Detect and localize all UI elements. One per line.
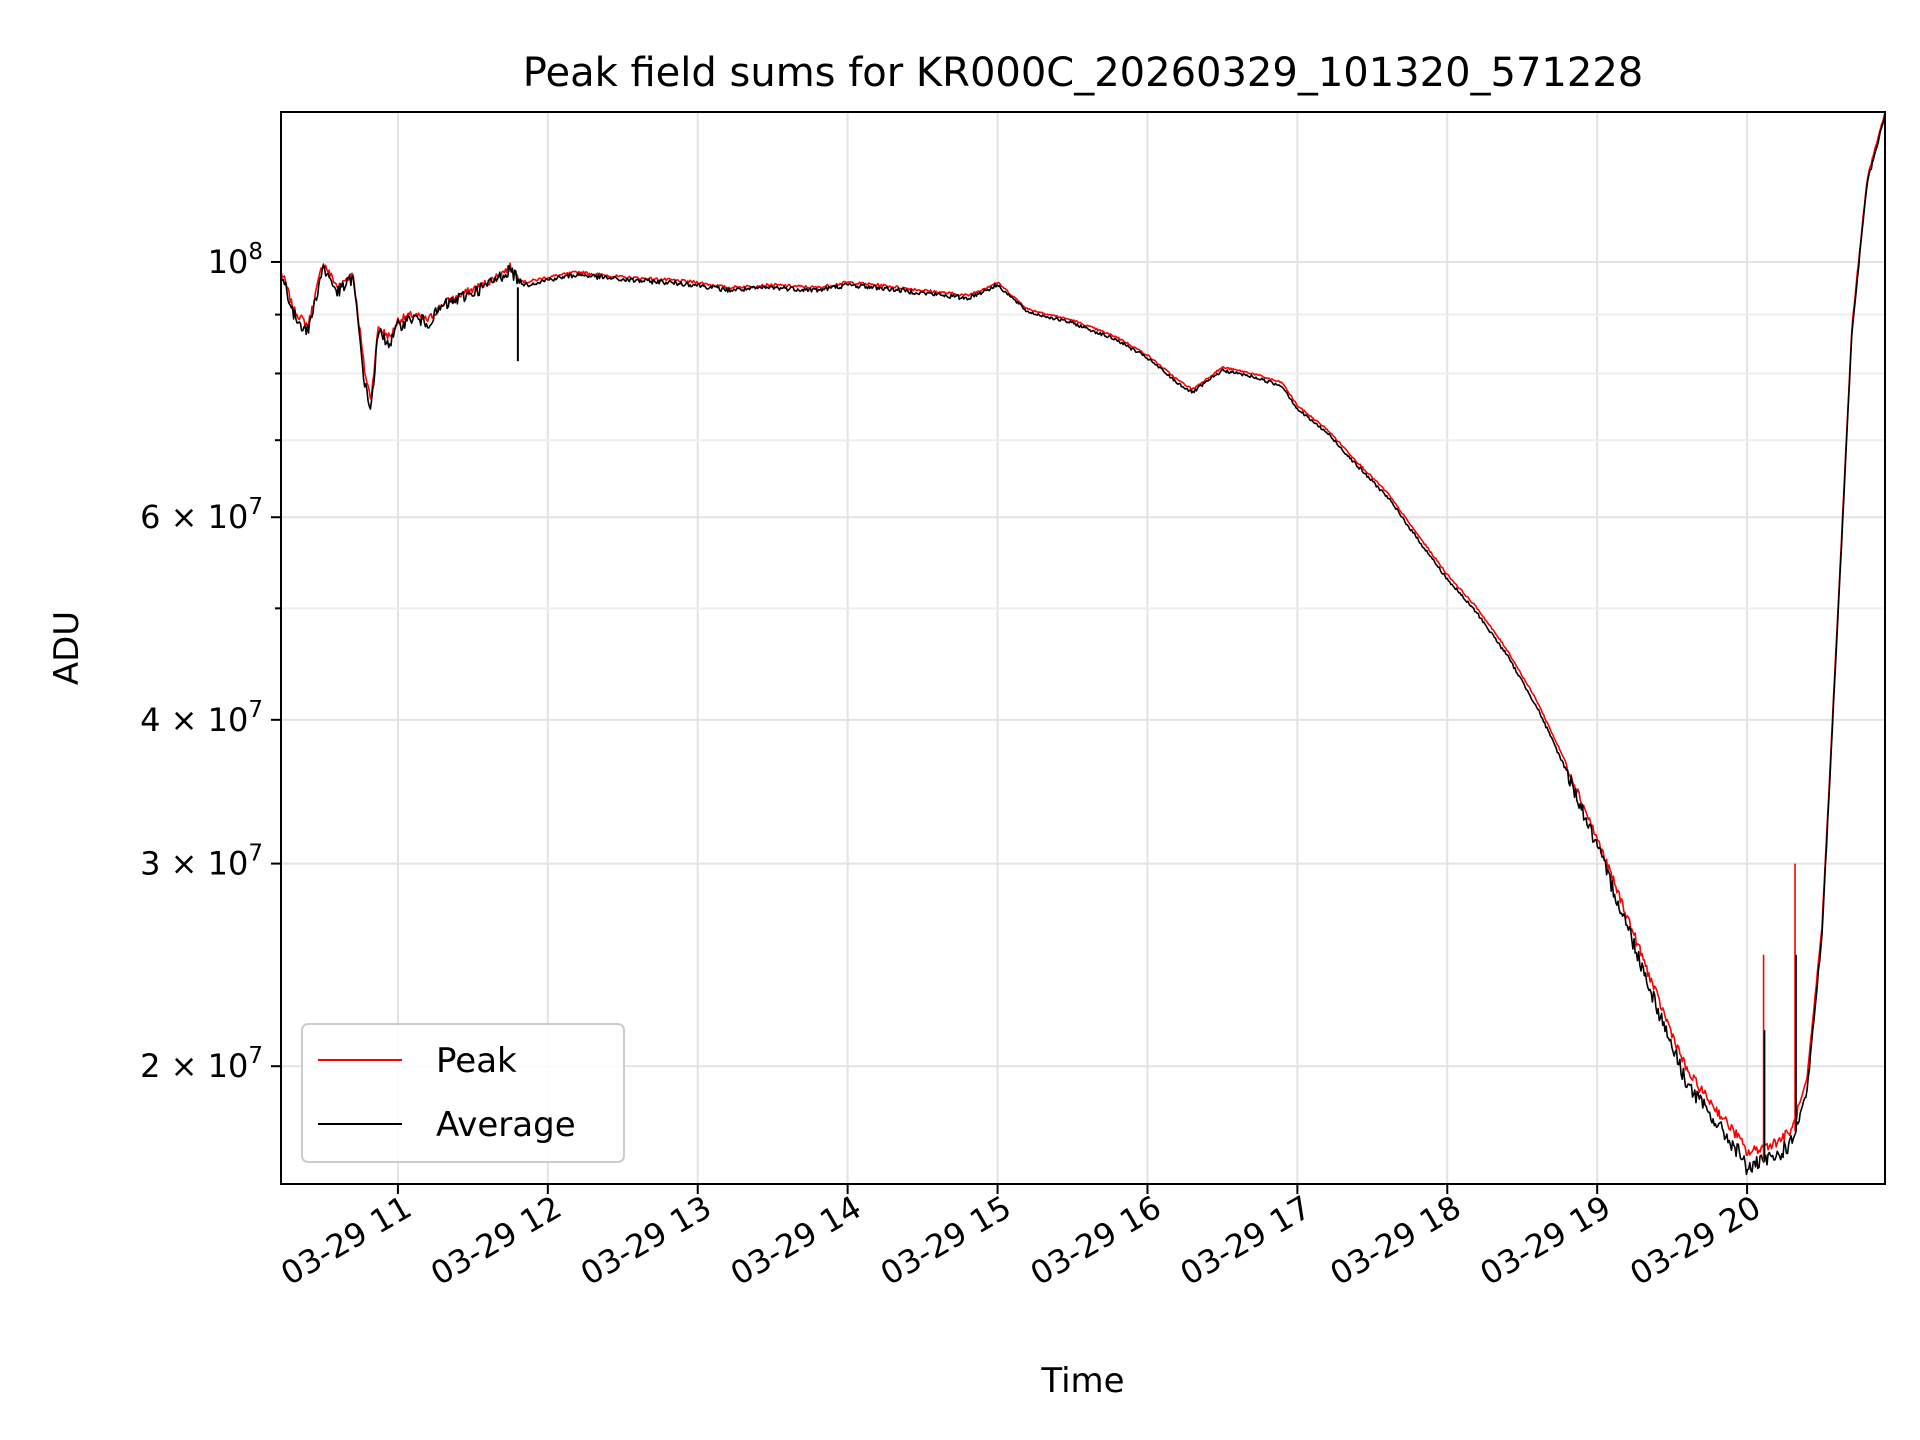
legend-label-average: Average [436,1105,576,1145]
y-tick-label-exponent: 7 [248,1043,263,1069]
y-tick-label: 4 × 107 [140,697,263,739]
y-tick-label-base: 10 [208,243,249,281]
y-tick-label-base: 6 × 10 [140,498,248,536]
series-line-peak [281,112,1885,1156]
y-tick-label-base: 4 × 10 [140,701,248,739]
series-line-average [281,117,1885,1176]
legend-label-peak: Peak [436,1041,517,1081]
y-tick-label-exponent: 7 [248,494,263,520]
grid [281,112,1885,1184]
legend-box [301,1023,625,1163]
y-tick-label-exponent: 7 [248,697,263,723]
y-tick-label-base: 3 × 10 [140,845,248,883]
plot-frame [280,111,1886,1185]
legend: Peak Average [301,1023,625,1163]
series-layer [281,112,1885,1176]
y-tick-label-exponent: 7 [248,841,263,867]
y-tick-label: 6 × 107 [140,494,263,536]
x-axis-label: Time [1040,1361,1124,1401]
y-tick-label: 2 × 107 [140,1043,263,1085]
y-tick-label-exponent: 8 [248,239,263,265]
y-axis-label: ADU [47,611,87,685]
chart-title: Peak field sums for KR000C_20260329_1013… [523,50,1643,96]
y-tick-label-base: 2 × 10 [140,1047,248,1085]
y-tick-label: 3 × 107 [140,841,263,883]
y-tick-label: 108 [208,239,263,281]
